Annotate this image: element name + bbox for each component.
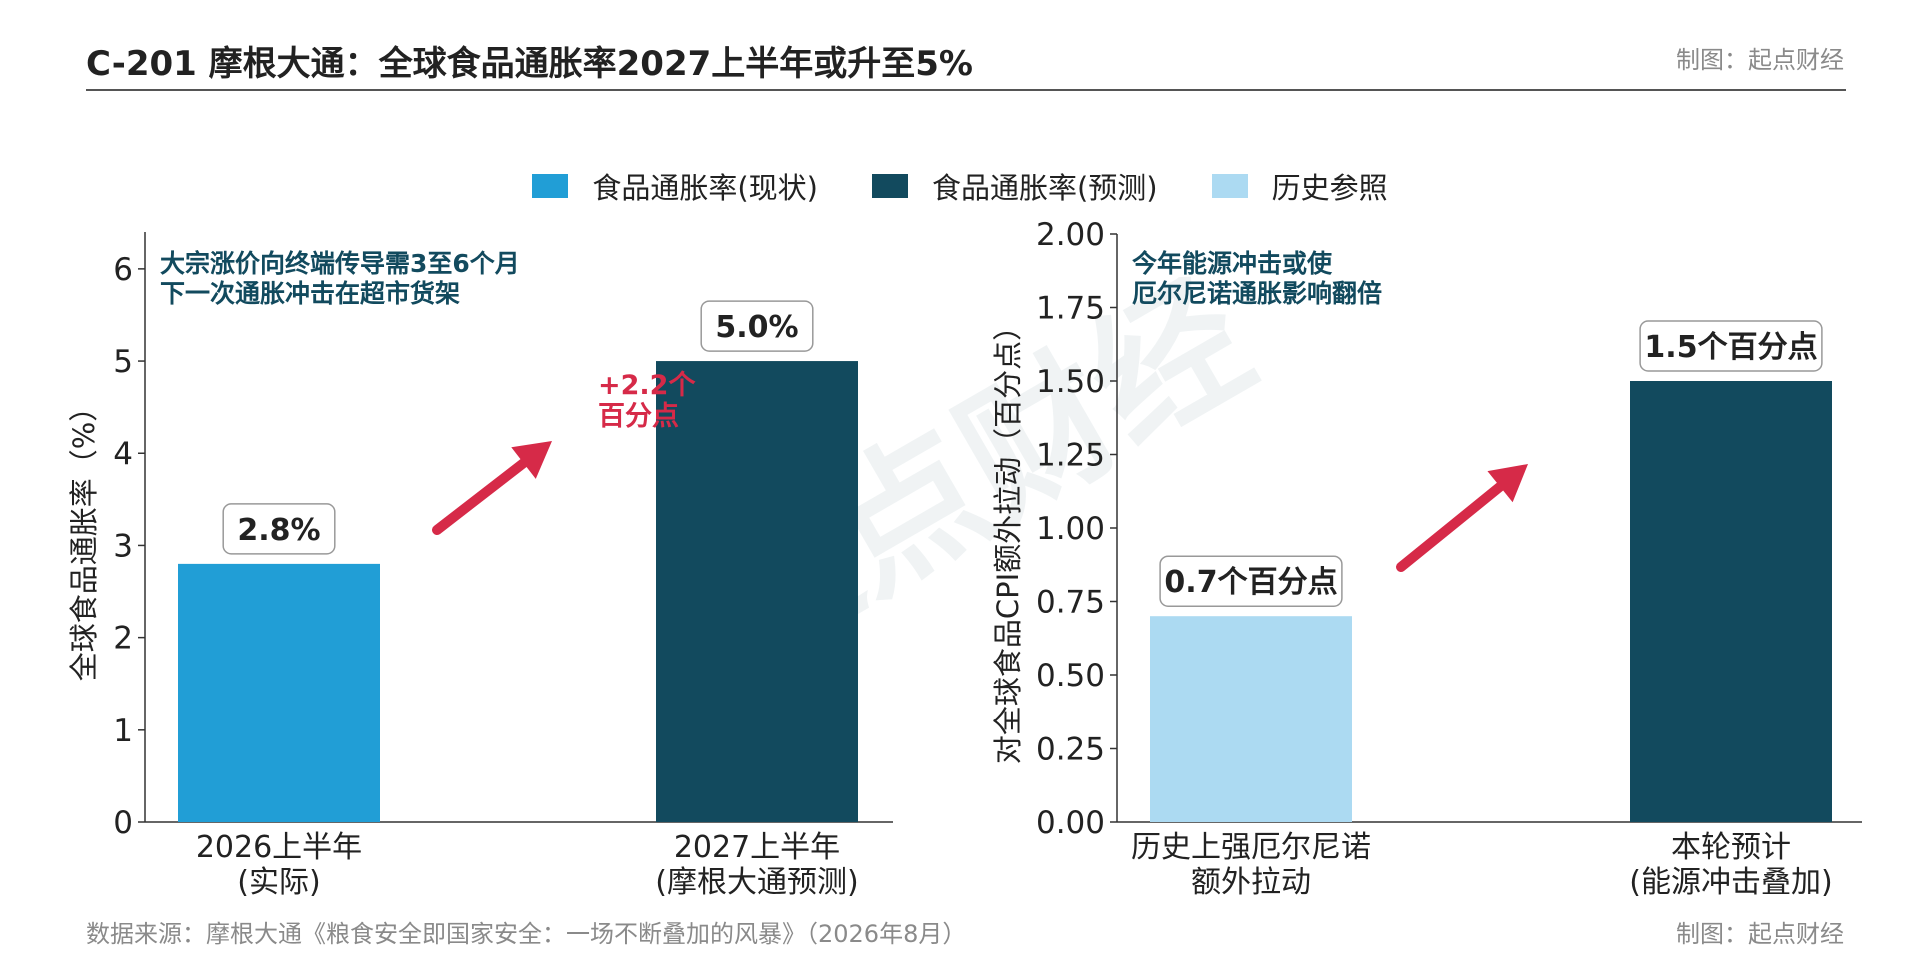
data-label: 5.0%	[715, 310, 798, 345]
y-tick-label: 1.50	[1036, 364, 1105, 400]
x-tick-label: 2027上半年	[674, 830, 840, 865]
title-divider	[86, 89, 1846, 91]
y-tick-label: 1.25	[1036, 438, 1105, 474]
legend-item-current: 食品通胀率(现状)	[532, 165, 818, 207]
bar	[1630, 381, 1832, 822]
arrow-head	[511, 441, 552, 479]
annotation-text: 大宗涨价向终端传导需3至6个月	[160, 249, 520, 278]
annotation-text: 厄尔尼诺通胀影响翻倍	[1132, 279, 1382, 308]
y-tick-label: 0.25	[1036, 732, 1105, 768]
data-label-box	[1639, 320, 1823, 372]
arrow-label: +2.2个	[598, 370, 696, 401]
legend-swatch-history	[1211, 174, 1248, 198]
x-tick-label: (摩根大通预测)	[655, 865, 858, 900]
data-label-box	[222, 503, 336, 555]
legend-label-history: 历史参照	[1271, 171, 1388, 205]
data-label-box	[700, 300, 814, 352]
x-tick-label: 历史上强厄尔尼诺	[1131, 830, 1371, 865]
y-tick-label: 1.00	[1036, 511, 1105, 547]
arrow-shaft	[1396, 481, 1506, 572]
x-tick-label: 额外拉动	[1191, 865, 1311, 900]
legend-swatch-forecast	[871, 174, 908, 198]
bar	[1150, 616, 1352, 822]
y-axis-label: 全球食品通胀率（%）	[67, 393, 101, 682]
y-tick-label: 1.75	[1036, 291, 1105, 327]
y-tick-label: 2	[113, 621, 133, 657]
y-tick-label: 6	[113, 252, 133, 288]
bar	[178, 563, 380, 822]
y-tick-label: 0.50	[1036, 658, 1105, 694]
bar	[656, 361, 858, 822]
annotation-text: 下一次通胀冲击在超市货架	[160, 279, 460, 308]
data-label: 1.5个百分点	[1644, 330, 1817, 365]
x-tick-label: (实际)	[237, 865, 320, 900]
data-label-box	[1159, 555, 1343, 607]
y-tick-label: 0	[113, 805, 133, 841]
x-tick-label: 2026上半年	[196, 830, 362, 865]
data-source-note: 数据来源：摩根大通《粮食安全即国家安全：一场不断叠加的风暴》（2026年8月）	[86, 920, 967, 948]
y-tick-label: 2.00	[1036, 217, 1105, 253]
arrow-head	[1487, 464, 1528, 503]
legend: 食品通胀率(现状) 食品通胀率(预测) 历史参照	[0, 164, 1920, 208]
footer-credit: 制图：起点财经	[1676, 920, 1844, 948]
y-tick-label: 0.75	[1036, 585, 1105, 621]
y-tick-label: 5	[113, 344, 133, 380]
legend-label-forecast: 食品通胀率(预测)	[931, 171, 1158, 205]
chart-title: C-201 摩根大通：全球食品通胀率2027上半年或升至5%	[86, 44, 974, 84]
x-tick-label: (能源冲击叠加)	[1629, 865, 1832, 900]
arrow-shaft	[432, 458, 529, 535]
data-label: 0.7个百分点	[1164, 565, 1337, 600]
y-tick-label: 1	[113, 713, 133, 749]
y-tick-label: 4	[113, 436, 133, 472]
y-tick-label: 3	[113, 528, 133, 564]
x-tick-label: 本轮预计	[1671, 830, 1791, 865]
legend-item-forecast: 食品通胀率(预测)	[871, 165, 1158, 207]
y-axis-label: 对全球食品CPI额外拉动（百分点）	[991, 312, 1025, 764]
annotation-text: 今年能源冲击或使	[1132, 249, 1333, 278]
arrow-label: 百分点	[598, 401, 679, 432]
legend-swatch-current	[532, 174, 569, 198]
header-credit: 制图：起点财经	[1676, 46, 1844, 74]
legend-item-history: 历史参照	[1211, 165, 1388, 207]
y-tick-label: 0.00	[1036, 805, 1105, 841]
legend-label-current: 食品通胀率(现状)	[592, 171, 818, 205]
data-label: 2.8%	[237, 513, 320, 548]
